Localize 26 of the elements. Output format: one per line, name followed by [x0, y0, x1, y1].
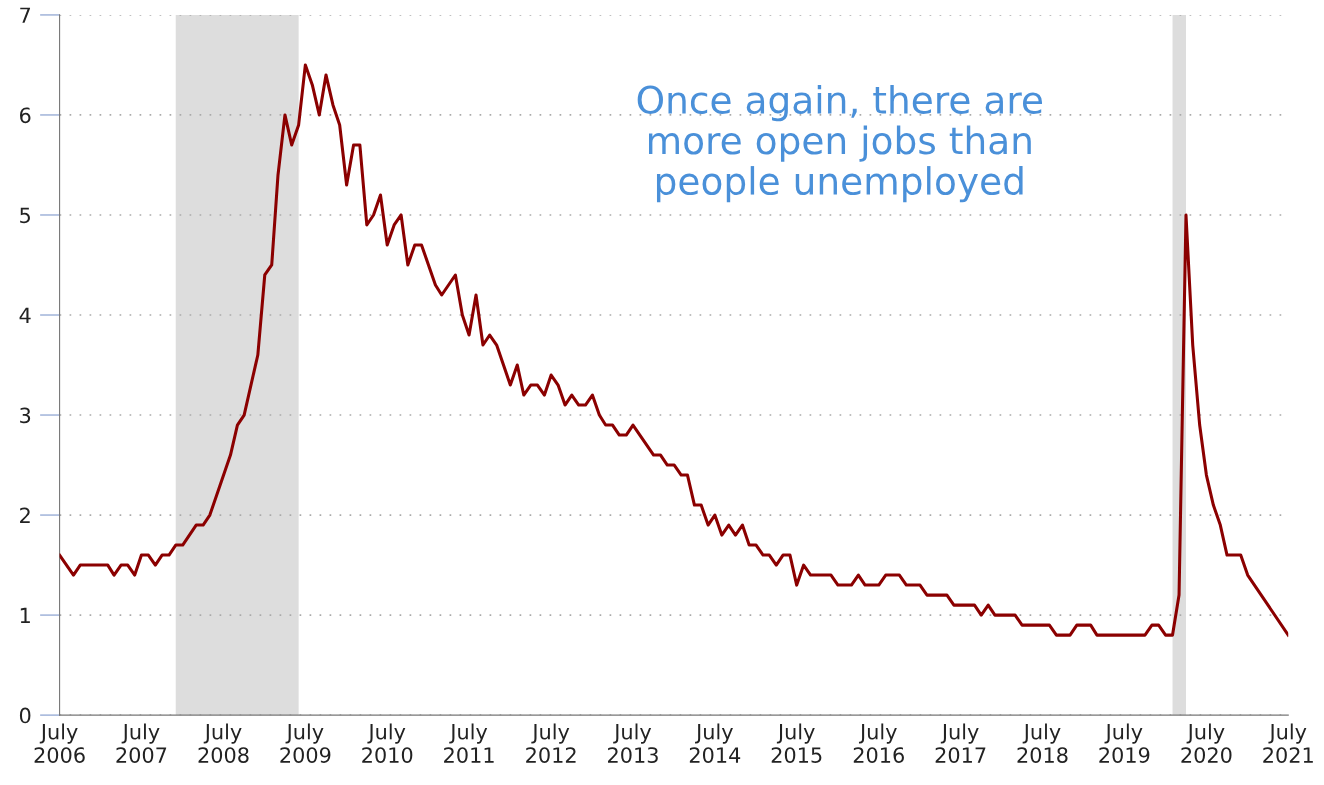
y-tick-label: 1 [20, 607, 30, 624]
y-tick-label: 7 [20, 7, 31, 23]
annotation: Once again, there are more open jobs than people unemployed [637, 84, 1042, 203]
y-tick-label: 3 [20, 407, 31, 424]
x-tick-label: July 2010 [362, 723, 413, 763]
y-tick-label: 2 [20, 507, 30, 523]
x-tick-label: July 2009 [280, 723, 331, 763]
x-tick-label: July 2021 [1263, 723, 1313, 763]
x-tick-label: July 2020 [1181, 723, 1232, 763]
y-tick-label: 0 [19, 707, 31, 724]
x-tick-label: July 2006 [34, 723, 85, 763]
x-tick-label: July 2019 [1099, 723, 1150, 763]
y-tick-label: 6 [20, 107, 31, 124]
x-tick-label: July 2016 [853, 723, 904, 763]
x-tick-label: July 2014 [689, 723, 741, 763]
line-series [59, 63, 1289, 637]
x-tick-label: July 2018 [1017, 723, 1068, 763]
x-tick-label: July 2013 [608, 723, 658, 763]
x-tick-label: July 2017 [935, 723, 986, 763]
x-tick-label: July 2008 [198, 723, 249, 763]
x-tick-label: July 2015 [771, 723, 822, 763]
x-tick-label: July 2007 [116, 723, 167, 763]
x-tick-label: July 2011 [444, 723, 494, 763]
x-tick-label: July 2012 [526, 723, 576, 763]
y-tick-label: 5 [20, 207, 30, 224]
y-tick-label: 4 [19, 307, 31, 323]
